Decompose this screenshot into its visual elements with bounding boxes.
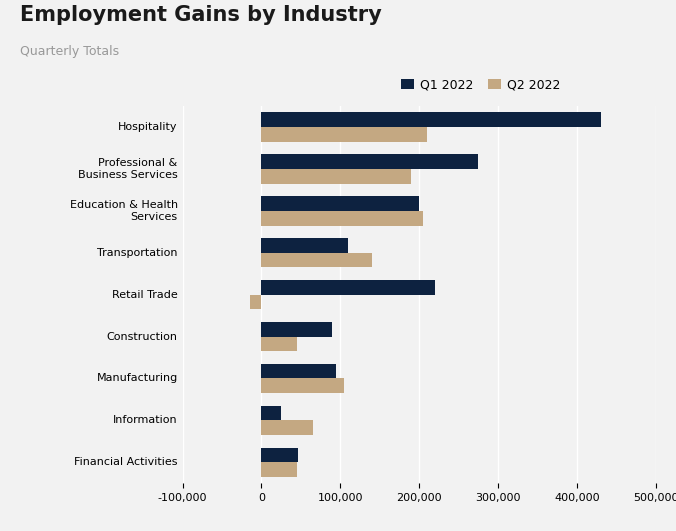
Bar bbox=[262, 127, 427, 142]
Text: Employment Gains by Industry: Employment Gains by Industry bbox=[20, 5, 382, 25]
Bar bbox=[262, 113, 600, 127]
Bar bbox=[262, 155, 478, 169]
Bar bbox=[262, 364, 337, 379]
Bar bbox=[262, 211, 423, 226]
Text: Quarterly Totals: Quarterly Totals bbox=[20, 45, 120, 58]
Bar bbox=[262, 406, 281, 421]
Bar bbox=[262, 337, 297, 352]
Bar bbox=[249, 295, 262, 310]
Bar bbox=[262, 421, 312, 435]
Bar bbox=[262, 463, 297, 477]
Bar bbox=[262, 253, 372, 268]
Bar bbox=[262, 238, 348, 253]
Bar bbox=[262, 379, 344, 393]
Bar bbox=[262, 280, 435, 295]
Bar bbox=[262, 169, 411, 184]
Bar bbox=[262, 448, 299, 463]
Legend: Q1 2022, Q2 2022: Q1 2022, Q2 2022 bbox=[396, 73, 565, 96]
Bar bbox=[262, 196, 419, 211]
Bar bbox=[262, 322, 333, 337]
